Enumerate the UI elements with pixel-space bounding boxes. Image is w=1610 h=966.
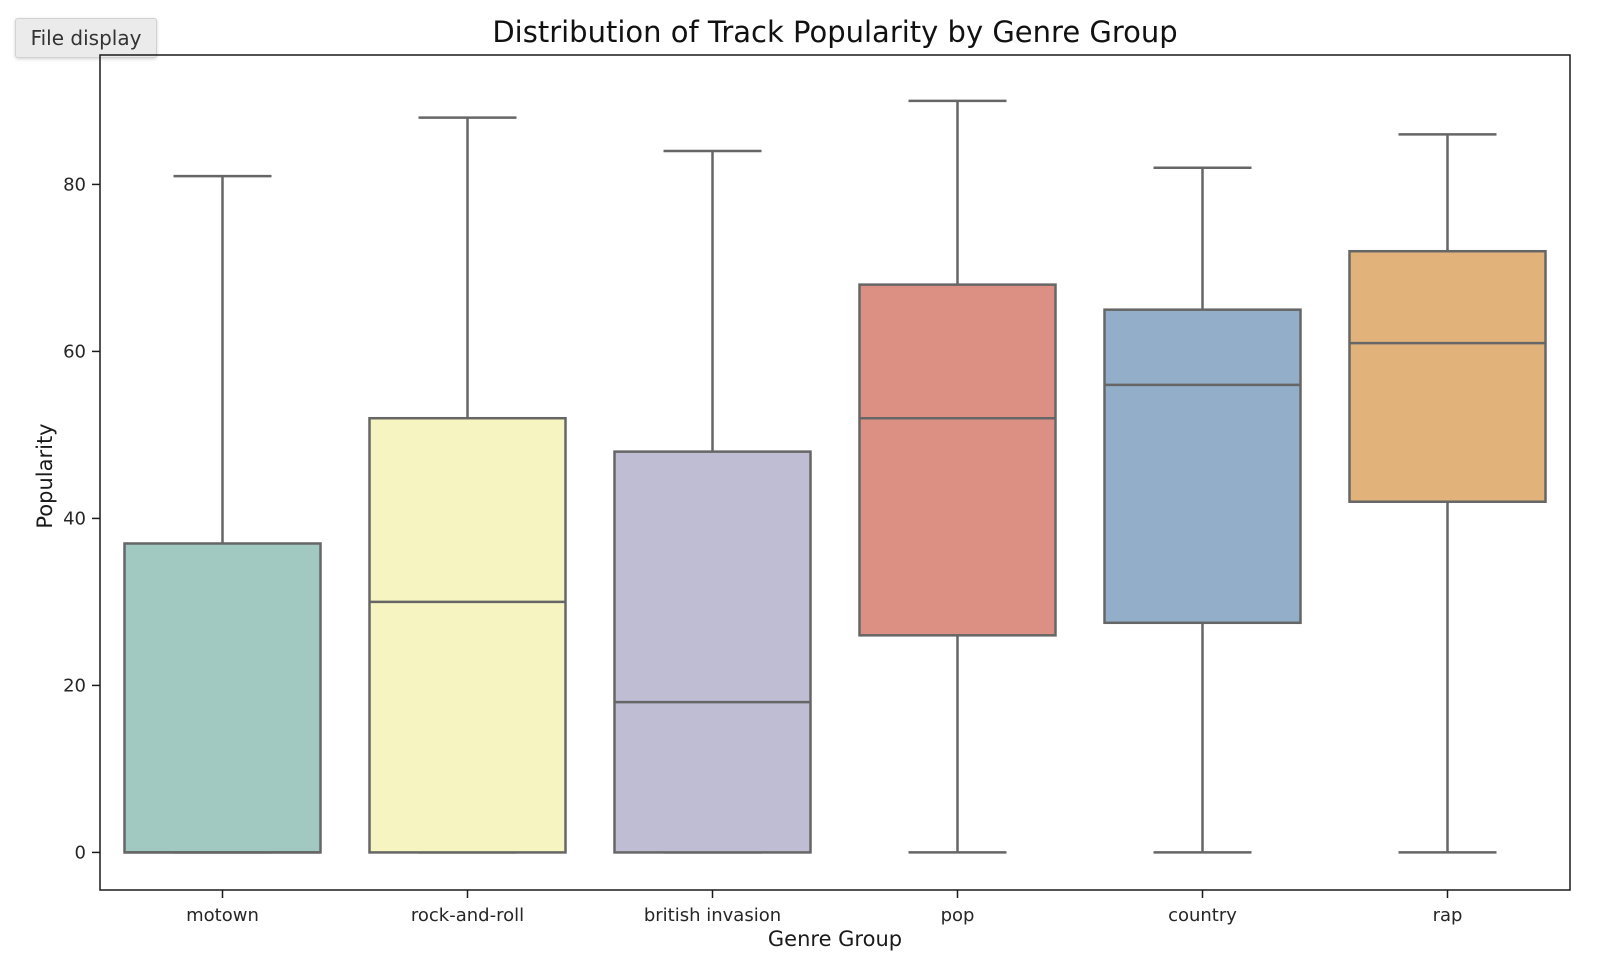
box-iqr bbox=[368, 416, 567, 854]
x-axis-ticks: motown rock-and-roll british invasion pop co… bbox=[186, 890, 1462, 926]
box-iqr bbox=[858, 283, 1057, 637]
y-tick-label: 20 bbox=[63, 675, 86, 696]
box-iqr bbox=[1103, 308, 1302, 625]
box-motown bbox=[123, 174, 322, 854]
x-tick-label: country bbox=[1168, 905, 1237, 926]
x-tick-label: pop bbox=[941, 905, 975, 926]
x-tick-label: rap bbox=[1433, 905, 1463, 926]
chart-title: Distribution of Track Popularity by Genr… bbox=[492, 15, 1177, 49]
box-rap bbox=[1348, 133, 1547, 854]
box-rock-and-roll bbox=[368, 116, 567, 854]
box-iqr bbox=[1348, 249, 1547, 503]
box-iqr bbox=[123, 542, 322, 854]
x-tick-label: motown bbox=[186, 905, 259, 926]
box-pop bbox=[858, 99, 1057, 854]
y-axis-ticks: 0 20 40 60 80 bbox=[63, 174, 100, 863]
box-country bbox=[1103, 166, 1302, 854]
y-tick-label: 80 bbox=[63, 174, 86, 195]
plot-frame bbox=[99, 54, 1571, 891]
x-axis-title: Genre Group bbox=[768, 927, 902, 951]
file-display-button[interactable]: File display bbox=[15, 18, 157, 58]
y-axis-title: Popularity bbox=[33, 423, 57, 528]
y-tick-label: 0 bbox=[75, 842, 86, 863]
y-tick-label: 40 bbox=[63, 508, 86, 529]
box-group bbox=[123, 99, 1547, 854]
y-tick-label: 60 bbox=[63, 341, 86, 362]
x-tick-label: british invasion bbox=[644, 905, 781, 926]
x-tick-label: rock-and-roll bbox=[411, 905, 524, 926]
box-british-invasion bbox=[613, 149, 812, 854]
box-iqr bbox=[613, 450, 812, 854]
